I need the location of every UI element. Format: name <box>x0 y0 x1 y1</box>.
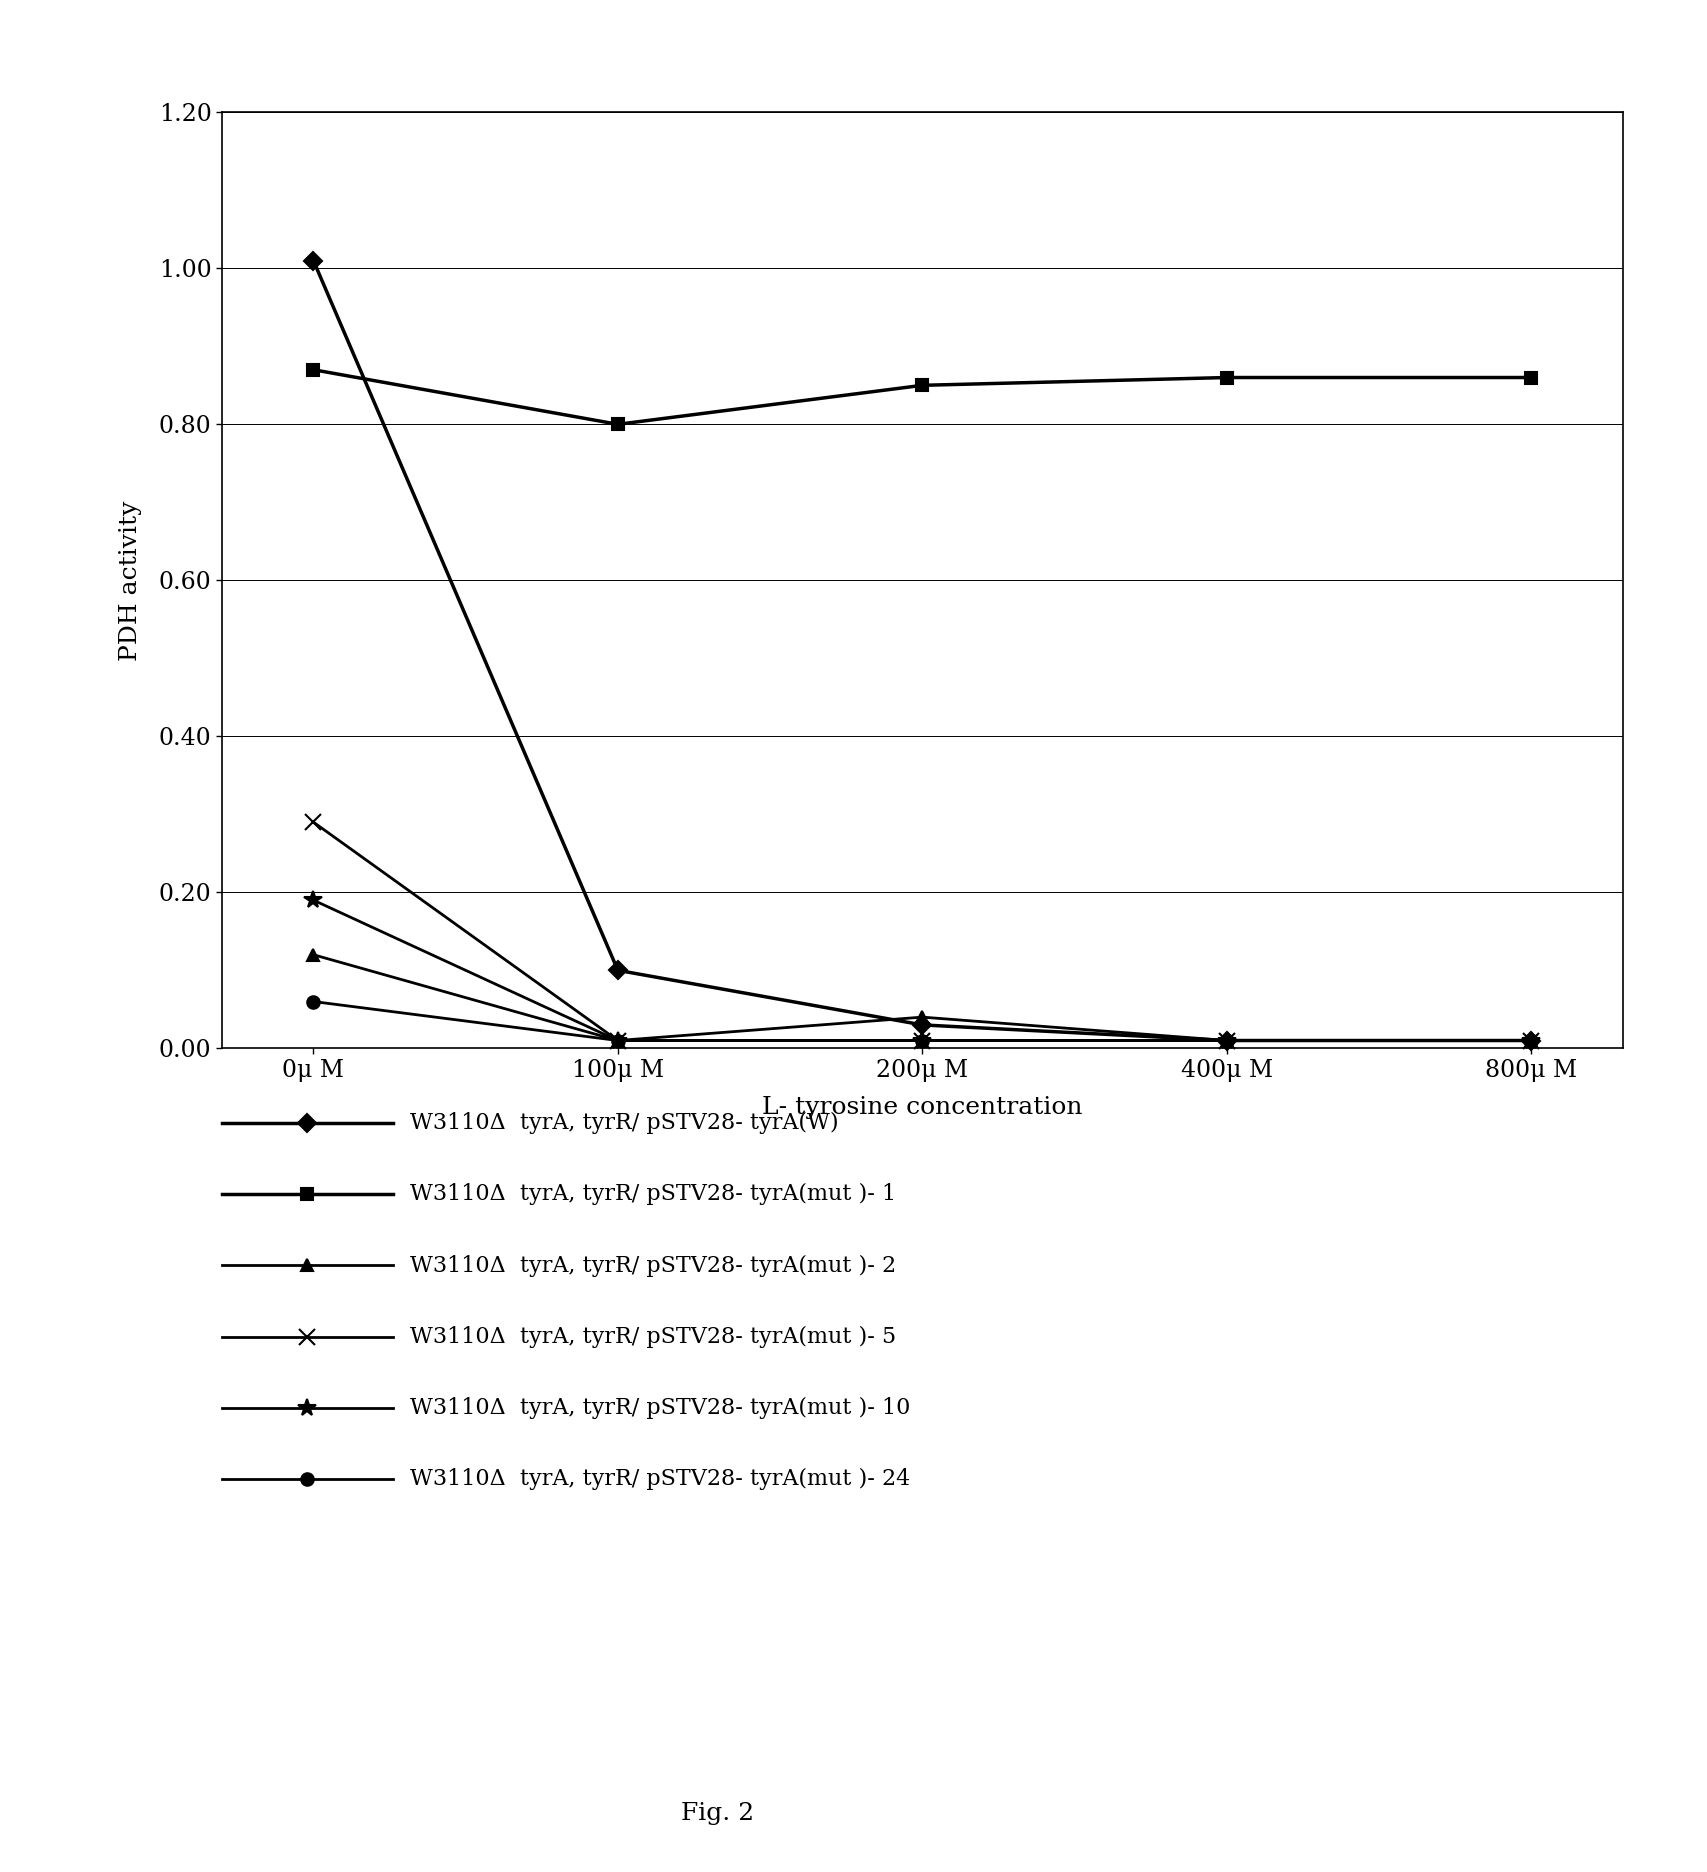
Y-axis label: PDH activity: PDH activity <box>119 500 142 661</box>
Text: W3110Δ  tyrA, tyrR/ pSTV28- tyrA(mut )- 5: W3110Δ tyrA, tyrR/ pSTV28- tyrA(mut )- 5 <box>410 1325 896 1348</box>
Text: Fig. 2: Fig. 2 <box>681 1803 753 1825</box>
Text: W3110Δ  tyrA, tyrR/ pSTV28- tyrA(mut )- 1: W3110Δ tyrA, tyrR/ pSTV28- tyrA(mut )- 1 <box>410 1183 896 1206</box>
Text: W3110Δ  tyrA, tyrR/ pSTV28- tyrA(mut )- 2: W3110Δ tyrA, tyrR/ pSTV28- tyrA(mut )- 2 <box>410 1254 896 1277</box>
X-axis label: L- tyrosine concentration: L- tyrosine concentration <box>761 1095 1082 1119</box>
Text: W3110Δ  tyrA, tyrR/ pSTV28- tyrA(mut )- 24: W3110Δ tyrA, tyrR/ pSTV28- tyrA(mut )- 2… <box>410 1468 910 1490</box>
Text: W3110Δ  tyrA, tyrR/ pSTV28- tyrA(W): W3110Δ tyrA, tyrR/ pSTV28- tyrA(W) <box>410 1112 838 1134</box>
Text: W3110Δ  tyrA, tyrR/ pSTV28- tyrA(mut )- 10: W3110Δ tyrA, tyrR/ pSTV28- tyrA(mut )- 1… <box>410 1397 910 1419</box>
